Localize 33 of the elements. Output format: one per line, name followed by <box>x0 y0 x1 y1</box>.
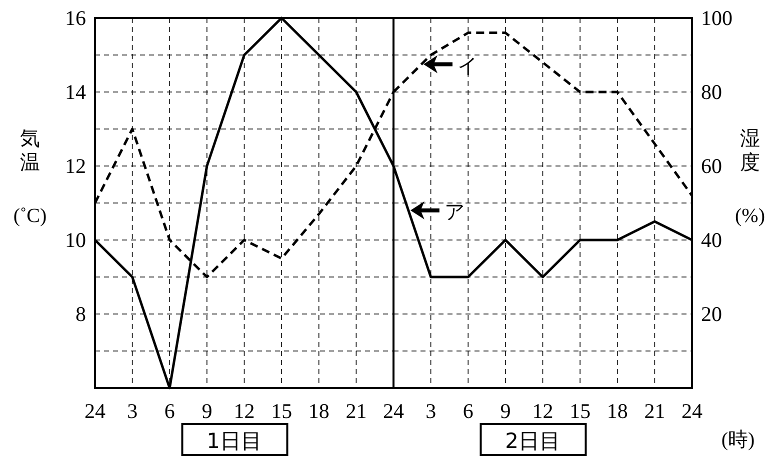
x-tick-label: 9 <box>202 399 212 423</box>
x-tick-label: 12 <box>234 399 255 423</box>
y-tick-label: 14 <box>65 80 86 104</box>
y2-tick-label: 100 <box>701 6 732 30</box>
y2-tick-label: 40 <box>701 228 722 252</box>
y-tick-label: 16 <box>65 6 86 30</box>
x-tick-label: 24 <box>383 399 404 423</box>
text: 1日目 <box>206 429 262 453</box>
x-tick-label: 3 <box>127 399 138 423</box>
x-tick-label: 12 <box>532 399 554 423</box>
x-axis-title: (時) <box>721 429 755 451</box>
y2-tick-label: 20 <box>701 302 722 326</box>
x-tick-label: 24 <box>84 399 106 423</box>
y-tick-label: 10 <box>65 228 86 252</box>
x-tick-label: 15 <box>570 399 591 423</box>
x-tick-label: 21 <box>644 399 666 423</box>
x-tick-label: 3 <box>426 399 436 423</box>
y-tick-label: 12 <box>65 154 86 178</box>
legend-label: ア <box>444 199 464 224</box>
y-tick-label: 8 <box>76 302 86 326</box>
x-tick-label: 9 <box>500 399 511 423</box>
text: 2日目 <box>505 429 560 453</box>
x-tick-label: 18 <box>606 399 628 423</box>
text: 湿度 (%) <box>735 126 765 227</box>
x-tick-label: 18 <box>308 399 330 423</box>
x-tick-label: 24 <box>682 399 703 423</box>
x-tick-label: 15 <box>271 399 292 423</box>
y2-tick-label: 80 <box>701 80 722 104</box>
y2-tick-label: 60 <box>701 154 722 178</box>
x-tick-label: 21 <box>346 399 367 423</box>
x-tick-label: 6 <box>164 399 175 423</box>
text: 気温 (˚C) <box>13 126 47 227</box>
x-tick-label: 6 <box>462 399 474 423</box>
